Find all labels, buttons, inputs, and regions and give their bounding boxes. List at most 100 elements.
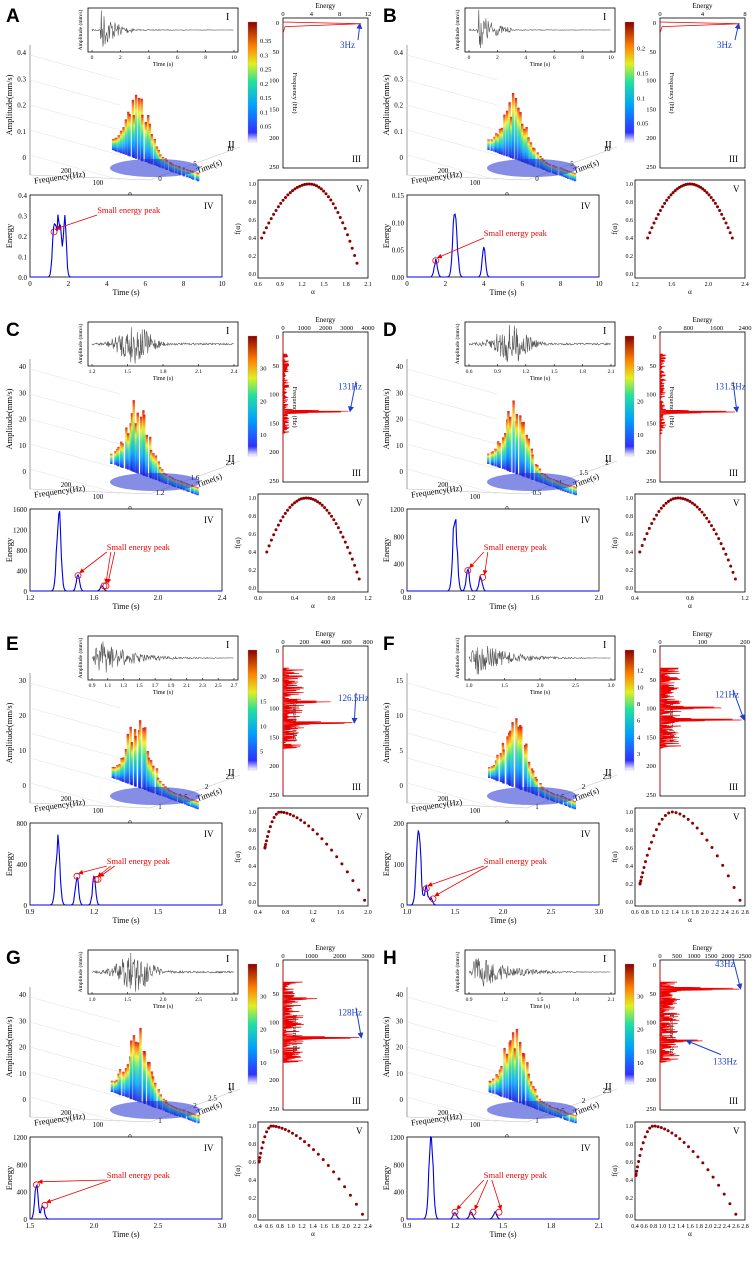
freq3d-tick: 100: [470, 1121, 481, 1129]
time3d-tick: 0: [535, 175, 539, 183]
waveform-tick-label: 1.5: [124, 369, 131, 375]
fractal-point: [650, 522, 654, 525]
fractal-xtick: 0.9: [276, 282, 284, 288]
waveform-tick-label: 2.1: [608, 997, 615, 1003]
waveform-tick-label: 2.7: [231, 683, 238, 689]
fractal-point: [310, 182, 314, 186]
spectrum-energy-label: Energy: [692, 316, 713, 324]
tf-streak: [187, 797, 190, 806]
grid3d-line: [29, 443, 121, 470]
subplot-label-III: III: [729, 154, 738, 164]
small-peak-arrow: [106, 551, 116, 584]
fractal-point: [272, 212, 276, 216]
tf-streak: [529, 1081, 533, 1108]
tf-streak: [501, 437, 505, 469]
subplot-label-II: II: [228, 140, 235, 151]
spectrum-freq-tick: 150: [269, 420, 279, 427]
fractal-point: [318, 501, 322, 505]
fractal-point: [306, 496, 310, 500]
energy-xlabel: Time (s): [112, 1230, 139, 1239]
colorbar-tick: 10: [637, 1060, 644, 1067]
energy-ytick: 0.15: [392, 192, 405, 200]
colorbar: [247, 21, 258, 143]
fractal-ytick: 0.6: [626, 532, 634, 538]
fractal-point: [656, 1125, 660, 1129]
fractal-point: [332, 518, 336, 522]
energy-xtick: 1.2: [26, 594, 35, 602]
fractal-point: [699, 185, 703, 189]
fractal-point: [712, 528, 716, 532]
tf-surface: [110, 1027, 200, 1124]
fractal-point: [265, 1130, 269, 1134]
colorbar-tick: 12: [637, 668, 644, 675]
time3d-tick: 2: [582, 783, 586, 791]
waveform-tick-label: 2.1: [183, 683, 190, 689]
energy-ylabel: Energy: [381, 537, 391, 562]
time3d-tick: 2: [205, 783, 209, 791]
waveform-tick-label: 2.1: [195, 369, 202, 375]
grid3d-line: [29, 682, 121, 709]
small-peak-label: Small energy peak: [484, 856, 548, 866]
energy-xtick: 6: [520, 280, 524, 288]
tf-streak: [118, 763, 121, 781]
time3d-label: Time(s): [195, 157, 224, 176]
fractal-point: [343, 540, 347, 544]
tf-streak: [525, 126, 528, 164]
amp3d-tick: 10: [19, 1070, 27, 1078]
fractal-point: [707, 193, 711, 197]
subplot-label-IV: IV: [204, 515, 214, 525]
tf-streak: [523, 744, 527, 791]
grid3d-line: [406, 682, 498, 709]
fractal-point: [281, 515, 285, 519]
spectrum-freq-tick: 150: [646, 420, 656, 427]
fractal-point: [316, 1152, 320, 1156]
fractal-point: [271, 1124, 275, 1128]
time3d-label: Time(s): [195, 785, 224, 804]
waveform-tick-label: 6: [553, 55, 556, 61]
freq3d-tick: 100: [93, 807, 104, 815]
panel-A: A 0 2 4 6 8 10 Time (s) Amplitude (mm/s) I 0 0.1 0.2…: [4, 2, 372, 297]
fractal-point: [332, 1170, 336, 1174]
fractal-point: [652, 834, 656, 838]
energy-ytick: 1200: [13, 1134, 28, 1142]
amp3d-label: Amplitude(mm/s): [381, 1016, 391, 1077]
spectrum-energy-label: Energy: [315, 944, 336, 952]
waveform-tick-label: 1.8: [579, 369, 586, 375]
amp3d-label: Amplitude(mm/s): [381, 74, 391, 135]
tf-streak: [504, 432, 507, 470]
fractal-point: [678, 1137, 682, 1141]
waveform-tick-label: 1.0: [466, 683, 473, 689]
waveform-tick-label: 10: [608, 55, 614, 61]
fractal-point: [652, 221, 656, 225]
grid3d-line: [29, 707, 121, 734]
time3d-tick: 1: [535, 803, 539, 811]
energy-curve: [29, 1183, 222, 1220]
tf-streak: [192, 799, 195, 808]
energy-xtick: 2.0: [90, 1222, 99, 1230]
fractal-point: [267, 1126, 271, 1130]
amp3d-tick: 20: [19, 1044, 27, 1052]
fractal-point: [674, 496, 678, 500]
spectrum-peak-label: 126.5Hz: [338, 693, 369, 703]
small-peak-label: Small energy peak: [107, 856, 171, 866]
fractal-point: [700, 832, 704, 836]
tf-streak: [569, 171, 572, 180]
tf-base: [110, 159, 200, 177]
grid3d-line: [406, 129, 498, 156]
freq3d-tick: 200: [438, 795, 449, 803]
waveform-tick-label: 2.0: [160, 997, 167, 1003]
tf-streak: [510, 116, 513, 158]
fractal-point: [732, 886, 736, 889]
fractal-point: [659, 506, 663, 510]
waveform-tick-label: 1.7: [152, 683, 159, 689]
fractal-ytick: 0.4: [249, 1178, 257, 1184]
small-peak-marker: [451, 1208, 459, 1216]
time3d-label: Time(s): [572, 1099, 601, 1118]
energy-xlabel: Time (s): [489, 288, 516, 297]
energy-ytick: 400: [17, 861, 28, 869]
tf-streak: [134, 94, 138, 159]
tf-streak: [503, 114, 506, 156]
fractal-point: [334, 522, 338, 526]
spectrum-ylabel: Frequency (Hz): [291, 73, 298, 114]
colorbar-tick: 10: [260, 1060, 267, 1067]
